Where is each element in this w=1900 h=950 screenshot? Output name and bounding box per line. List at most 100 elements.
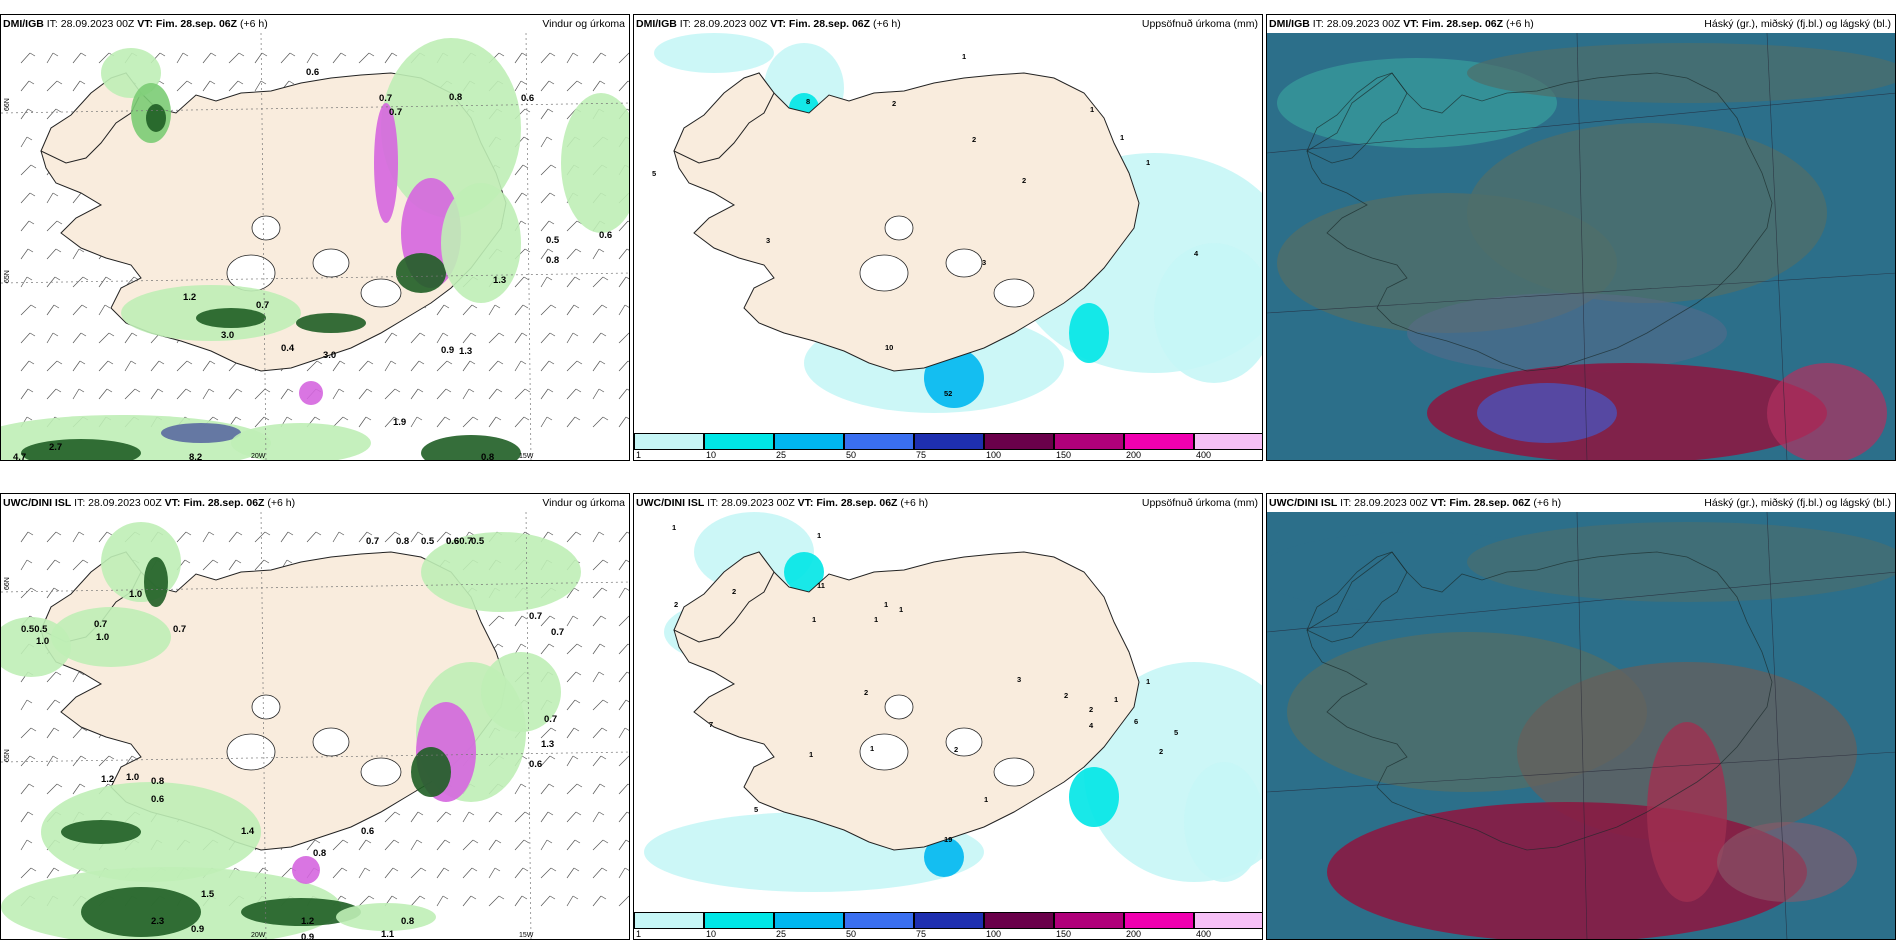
precip-value-label: 0.8 — [449, 92, 462, 103]
wind-barb — [72, 783, 81, 795]
wind-barb — [540, 416, 548, 428]
wind-barb-flag — [444, 416, 451, 421]
wind-barb — [566, 332, 574, 344]
cloud-layers — [1267, 522, 1895, 939]
glacier-outline — [945, 248, 983, 278]
wind-barb — [410, 416, 418, 428]
wind-barb-flag — [575, 671, 582, 676]
wind-barb — [514, 304, 524, 316]
precip-value-label: 3.0 — [221, 330, 234, 341]
wind-barb-flag — [496, 811, 503, 816]
wind-barb-flag — [264, 388, 271, 393]
wind-barb-flag — [315, 531, 322, 536]
longitude-line — [260, 512, 267, 939]
accum-value-label: 2 — [954, 745, 958, 754]
legend-swatch — [774, 912, 844, 929]
wind-barb-flag — [550, 304, 557, 309]
accum-precip-area — [654, 33, 774, 73]
wind-barb-flag — [626, 671, 629, 674]
wind-barb-flag — [53, 587, 60, 592]
wind-barb-flag — [572, 615, 579, 620]
lead-time: (+6 h) — [1533, 497, 1562, 509]
precip-value-label: 3.0 — [323, 350, 336, 361]
precip-value-label: 0.7 — [551, 627, 564, 638]
wind-barb-flag — [288, 80, 295, 85]
wind-barb — [72, 531, 80, 543]
wind-barb — [150, 360, 160, 372]
wind-barb — [332, 388, 340, 400]
iceland-coastline — [1306, 551, 1773, 851]
wind-barb-flag — [314, 839, 321, 844]
graticule — [1267, 512, 1895, 939]
accum-precip-area — [784, 552, 824, 592]
wind-barb-flag — [80, 755, 87, 760]
wind-barb-flag — [210, 52, 217, 57]
accum-value-label: 1 — [672, 523, 676, 532]
glacier-outline — [251, 215, 281, 241]
precip-value-label: 0.7 — [529, 611, 542, 622]
legend-tick-label: 200 — [1126, 450, 1142, 460]
wind-barb-flag — [212, 416, 219, 421]
panel-dmi-wind-precip: DMI/IGB IT: 28.09.2023 00Z VT: Fim. 28.s… — [0, 14, 630, 461]
wind-barb-flag — [368, 52, 375, 57]
wind-barb-flag — [572, 755, 579, 760]
wind-barb-flag — [602, 559, 609, 564]
wind-barb — [540, 136, 548, 148]
legend-swatch — [704, 433, 774, 450]
wind-barb-flag — [626, 108, 629, 111]
wind-barb — [20, 839, 28, 851]
wind-barb — [202, 559, 214, 571]
wind-barb-flag — [52, 52, 59, 57]
accum-value-label: 52 — [944, 389, 952, 398]
wind-barb — [98, 755, 110, 767]
wind-barb-flag — [55, 671, 62, 676]
precip-value-labels: 0.7 0.8 0.5 0.6 0.50.60.70.50.51.00.71.01.00… — [21, 536, 564, 939]
wind-barb-flag — [574, 416, 581, 421]
wind-barb-flag — [628, 896, 629, 897]
precip-value-label: 0.50.5 — [21, 624, 48, 635]
wind-barb — [20, 304, 32, 316]
wind-barb — [436, 304, 445, 316]
wind-barb-flag — [524, 531, 531, 536]
wind-barb-flag — [524, 248, 531, 253]
wind-barb — [72, 360, 81, 372]
wind-barb-flag — [624, 727, 629, 731]
wind-barb-flag — [209, 360, 216, 365]
wind-barb-flag — [599, 80, 606, 85]
wind-barb — [540, 248, 549, 260]
wind-barb-flag — [52, 755, 59, 760]
wind-barb — [540, 80, 550, 92]
wind-barb — [436, 332, 444, 344]
wind-barb — [306, 531, 317, 543]
wind-barb-flag — [28, 220, 35, 225]
wind-barb-flag — [420, 867, 427, 872]
wind-barb-flag — [627, 80, 629, 83]
wind-barb-flag — [28, 80, 35, 85]
wind-barb — [566, 304, 575, 316]
wind-barb-flag — [520, 80, 527, 85]
wind-barb — [72, 80, 81, 92]
wind-barb-flag — [498, 332, 505, 337]
wind-barb-flag — [365, 839, 372, 844]
graticule — [1267, 33, 1895, 460]
precip-area — [51, 607, 171, 667]
wind-barb — [592, 276, 604, 288]
legend-tick-label: 25 — [776, 450, 787, 460]
legend-tick-label: 400 — [1196, 450, 1212, 460]
valid-time: VT: Fim. 28.sep. 06Z — [770, 18, 871, 30]
wind-barb-flag — [442, 895, 449, 900]
wind-barb — [176, 360, 188, 372]
wind-barb-flag — [598, 811, 605, 816]
wind-barb-flag — [108, 332, 115, 337]
wind-barb — [540, 52, 551, 64]
wind-barb — [98, 52, 110, 64]
wind-barb-flag — [523, 276, 530, 281]
wind-barb — [306, 360, 318, 372]
wind-barb — [540, 727, 552, 739]
wind-barb — [46, 248, 57, 260]
wind-barb — [384, 531, 396, 543]
wind-barb-flag — [393, 416, 400, 421]
precip-value-label: 1.3 — [541, 739, 554, 750]
accum-precip-area — [1069, 767, 1119, 827]
legend-tick-label: 200 — [1126, 929, 1142, 939]
